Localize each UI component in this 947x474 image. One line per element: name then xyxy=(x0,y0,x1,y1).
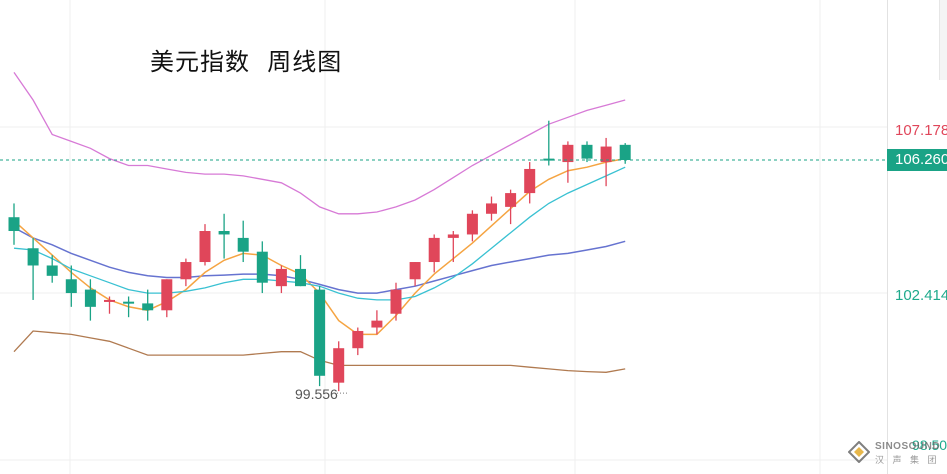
candle-body xyxy=(371,320,383,328)
price-label-lower: 102.414 xyxy=(895,287,947,304)
chart-title: 美元指数 周线图 xyxy=(150,48,343,76)
candle-body xyxy=(295,268,306,287)
candle-body xyxy=(486,203,497,214)
candle-body xyxy=(466,213,478,235)
current-price-badge: 106.260 xyxy=(887,149,947,171)
candle-body xyxy=(237,237,249,252)
candle-body xyxy=(199,231,211,263)
candle-body xyxy=(428,237,440,263)
candle-body xyxy=(65,279,77,294)
brand-watermark: SINOSOUND 汉 声 集 团 xyxy=(848,440,942,466)
candle-body xyxy=(600,146,612,163)
candle-body xyxy=(352,330,364,349)
brand-logo-icon xyxy=(848,441,870,463)
candle-body xyxy=(562,144,574,163)
candle-body xyxy=(314,289,326,376)
candle-body xyxy=(180,262,192,280)
candlesticks xyxy=(8,120,631,392)
candle-body xyxy=(123,301,135,304)
candle-body xyxy=(84,289,96,307)
candle-body xyxy=(333,348,345,383)
indicator-bb-upper xyxy=(13,72,626,215)
candle-body xyxy=(447,234,459,238)
brand-subtitle: 汉 声 集 团 xyxy=(875,455,940,465)
candle-body xyxy=(256,251,268,283)
candle-body xyxy=(142,303,154,311)
price-axis-divider xyxy=(887,0,888,474)
candle-body xyxy=(524,168,536,194)
candle-body xyxy=(46,265,58,276)
candle-body xyxy=(581,144,593,159)
candle-body xyxy=(619,144,631,160)
scrollbar[interactable] xyxy=(939,0,947,80)
candle-body xyxy=(104,299,115,302)
candle-body xyxy=(161,279,173,311)
candle-body xyxy=(390,289,402,314)
price-label-partial: 98.50 xyxy=(912,437,947,453)
grid-lines xyxy=(0,0,887,474)
price-label-upper: 107.178 xyxy=(895,122,947,139)
candle-body xyxy=(409,262,421,280)
brand-name: SINOSOUND xyxy=(875,441,941,452)
low-marker-label: 99.556 xyxy=(295,386,338,402)
candle-body xyxy=(8,217,20,232)
indicator-bb-middle xyxy=(13,226,626,294)
candle-body xyxy=(218,231,230,235)
candle-body xyxy=(275,268,287,287)
candle-body xyxy=(27,248,39,266)
candle-body xyxy=(505,193,517,207)
